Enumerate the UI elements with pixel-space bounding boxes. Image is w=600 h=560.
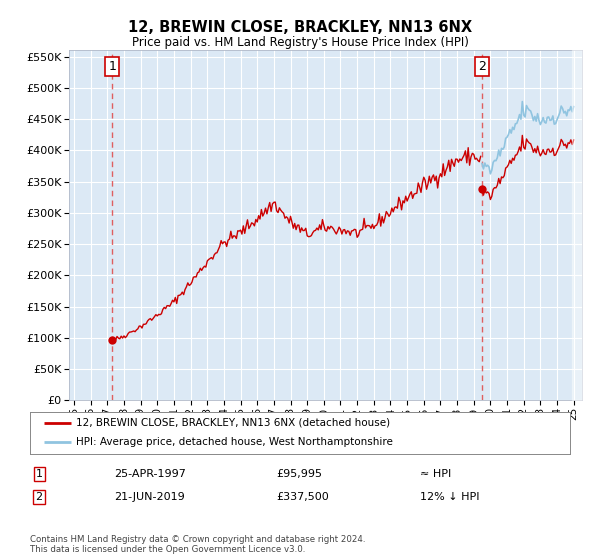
Text: 12% ↓ HPI: 12% ↓ HPI bbox=[420, 492, 479, 502]
Text: 25-APR-1997: 25-APR-1997 bbox=[114, 469, 186, 479]
Text: £337,500: £337,500 bbox=[276, 492, 329, 502]
Text: 21-JUN-2019: 21-JUN-2019 bbox=[114, 492, 185, 502]
Text: 12, BREWIN CLOSE, BRACKLEY, NN13 6NX: 12, BREWIN CLOSE, BRACKLEY, NN13 6NX bbox=[128, 20, 472, 35]
Text: 2: 2 bbox=[478, 60, 485, 73]
Text: 1: 1 bbox=[35, 469, 43, 479]
Text: Contains HM Land Registry data © Crown copyright and database right 2024.
This d: Contains HM Land Registry data © Crown c… bbox=[30, 535, 365, 554]
Text: Price paid vs. HM Land Registry's House Price Index (HPI): Price paid vs. HM Land Registry's House … bbox=[131, 36, 469, 49]
Text: 12, BREWIN CLOSE, BRACKLEY, NN13 6NX (detached house): 12, BREWIN CLOSE, BRACKLEY, NN13 6NX (de… bbox=[76, 418, 390, 428]
Text: HPI: Average price, detached house, West Northamptonshire: HPI: Average price, detached house, West… bbox=[76, 437, 393, 447]
Text: 2: 2 bbox=[35, 492, 43, 502]
Text: ≈ HPI: ≈ HPI bbox=[420, 469, 451, 479]
Text: £95,995: £95,995 bbox=[276, 469, 322, 479]
Text: 1: 1 bbox=[109, 60, 116, 73]
